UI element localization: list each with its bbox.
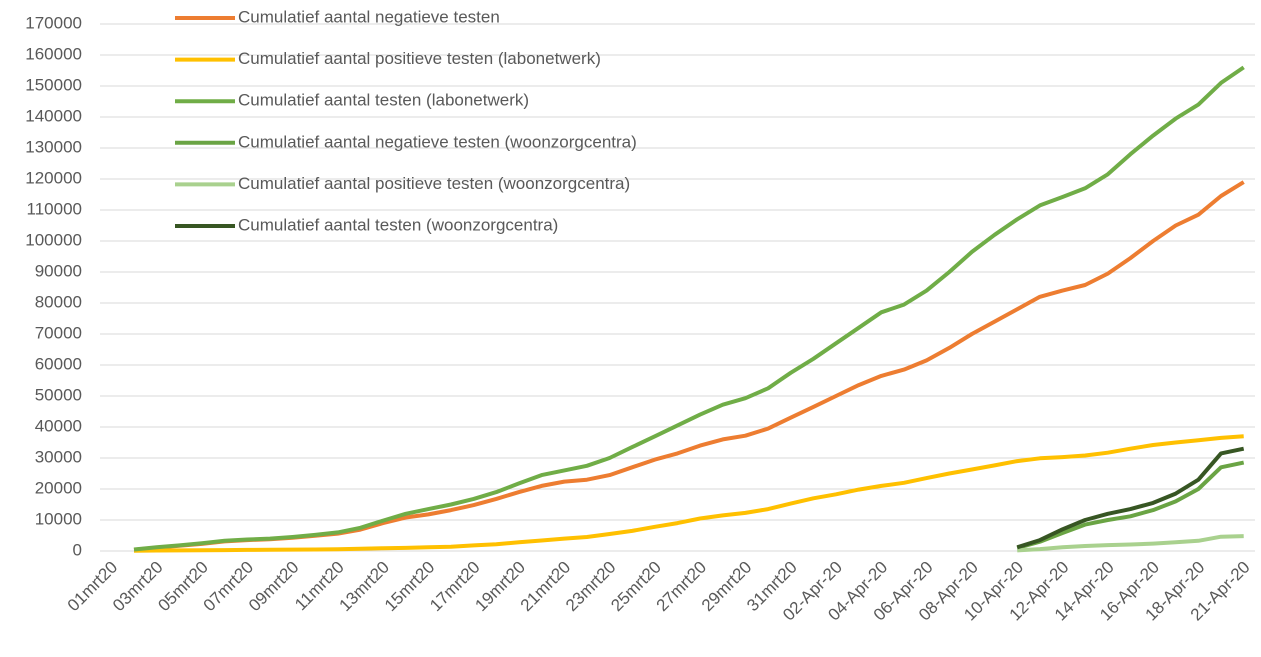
- x-tick-label: 09mrt20: [245, 558, 303, 616]
- series-line: [1016, 446, 1245, 550]
- y-tick-label: 20000: [35, 478, 82, 497]
- legend-label: Cumulatief aantal positieve testen (woon…: [238, 174, 630, 193]
- legend-label: Cumulatief aantal negatieve testen: [238, 7, 500, 26]
- y-tick-label: 90000: [35, 261, 82, 280]
- y-tick-label: 110000: [27, 199, 82, 218]
- y-tick-label: 70000: [35, 323, 82, 342]
- y-tick-label: 80000: [35, 292, 82, 311]
- legend-label: Cumulatief aantal negatieve testen (woon…: [238, 132, 637, 151]
- y-tick-label: 160000: [25, 44, 82, 63]
- series-line: [1016, 460, 1245, 550]
- y-tick-label: 140000: [25, 106, 82, 125]
- series-line: [133, 65, 1245, 552]
- series-line: [133, 434, 1244, 553]
- y-tick-label: 50000: [35, 385, 82, 404]
- y-tick-label: 150000: [25, 75, 82, 94]
- series-line: [133, 180, 1245, 552]
- y-tick-label: 170000: [25, 13, 82, 32]
- y-tick-label: 130000: [25, 137, 82, 156]
- y-tick-label: 0: [73, 540, 82, 559]
- y-tick-label: 120000: [25, 168, 82, 187]
- y-tick-label: 40000: [35, 416, 82, 435]
- series-line: [1017, 534, 1244, 553]
- y-tick-label: 10000: [35, 509, 82, 528]
- y-tick-label: 30000: [35, 447, 82, 466]
- legend-label: Cumulatief aantal testen (woonzorgcentra…: [238, 215, 558, 234]
- y-tick-label: 100000: [25, 230, 82, 249]
- y-tick-label: 60000: [35, 354, 82, 373]
- legend-label: Cumulatief aantal positieve testen (labo…: [238, 49, 601, 68]
- legend-label: Cumulatief aantal testen (labonetwerk): [238, 91, 529, 110]
